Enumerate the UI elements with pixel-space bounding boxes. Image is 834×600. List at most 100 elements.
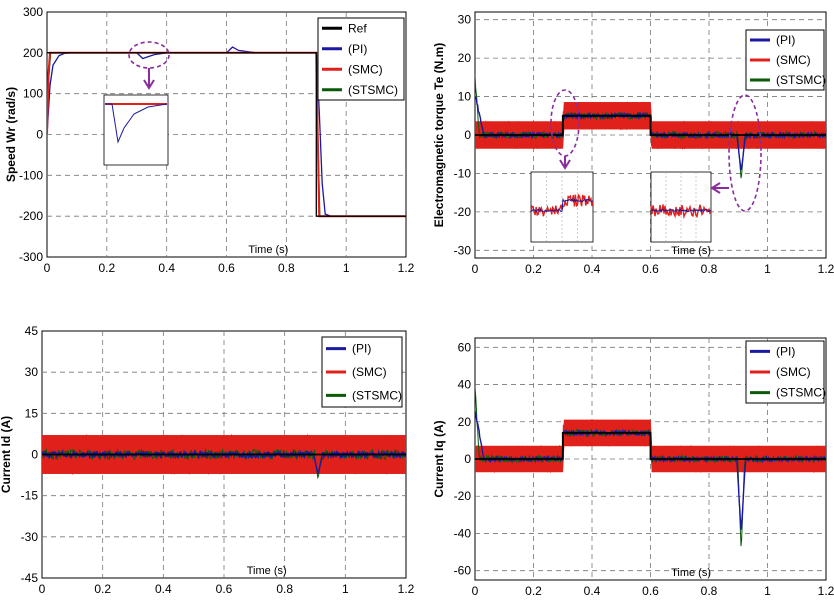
x-tick-label: 0	[472, 584, 479, 598]
legend-label: (SMC)	[776, 53, 811, 67]
y-tick-label: 30	[458, 13, 472, 27]
legend-label: (PI)	[776, 344, 795, 358]
legend-label: (SMC)	[348, 62, 383, 76]
x-axis-label: Time (s)	[247, 565, 287, 577]
y-tick-label: 20	[458, 415, 472, 429]
x-tick-label: 0.8	[276, 582, 293, 596]
y-axis-label: Current Id (A)	[0, 416, 13, 493]
y-tick-label: 15	[25, 406, 39, 420]
x-axis-label: Time (s)	[248, 244, 288, 256]
zoom-marker-ellipse	[128, 41, 170, 69]
y-tick-label: 0	[464, 128, 471, 142]
legend: (PI) (SMC) (STSMC)	[745, 29, 826, 91]
y-tick-label: -200	[19, 209, 43, 223]
zoom-arrow	[559, 156, 571, 170]
legend-label: (PI)	[776, 33, 795, 47]
zoom-arrow	[710, 182, 729, 194]
y-axis-label: Electromagnetic torque Te (N.m)	[432, 43, 446, 227]
x-tick-label: 0.2	[525, 262, 542, 276]
zoom-inset-1	[530, 171, 594, 243]
y-tick-label: 10	[458, 90, 472, 104]
series-group	[42, 433, 406, 480]
y-tick-label: -300	[19, 250, 43, 264]
zoom-inset	[103, 94, 169, 166]
legend-label: (SMC)	[776, 365, 811, 379]
legend-label: (STSMC)	[348, 83, 398, 97]
y-tick-label: 0	[36, 128, 43, 142]
x-tick-label: 1.2	[818, 584, 834, 598]
y-axis-label: Current Iq (A)	[432, 420, 446, 497]
x-tick-label: 0.6	[216, 582, 233, 596]
zoom-arrow	[143, 68, 155, 90]
inset-pi-line	[650, 208, 712, 213]
y-tick-label: -60	[454, 564, 472, 578]
x-tick-label: 0.4	[584, 584, 601, 598]
series-group	[475, 386, 826, 547]
x-tick-label: 0.4	[584, 262, 601, 276]
y-axis-label: Speed Wr (rad/s)	[4, 87, 18, 182]
series-ref-line	[47, 52, 406, 217]
y-tick-label: 200	[23, 46, 43, 60]
x-tick-label: 1	[342, 582, 349, 596]
y-tick-label: -30	[454, 243, 472, 257]
y-tick-label: 30	[25, 365, 39, 379]
y-tick-label: 0	[31, 448, 38, 462]
zoom-inset-2	[650, 171, 712, 243]
inset-frame	[103, 94, 169, 166]
y-tick-label: 20	[458, 51, 472, 65]
legend: Ref (PI) (SMC) (STSMC)	[317, 17, 405, 101]
legend-box	[317, 17, 405, 101]
zoom-marker-ellipse	[728, 94, 762, 212]
chart-panel-4: 0 0.2 0.4 0.6 0.8 1 1.2 60 40 20 0 -20 -40 -60 Current…	[432, 337, 834, 598]
legend-label: (SMC)	[352, 365, 387, 379]
y-tick-label: -100	[19, 168, 43, 182]
y-tick-label: 300	[23, 5, 43, 19]
series-group	[47, 46, 406, 218]
x-tick-label: 1.2	[818, 262, 834, 276]
legend-label: (STSMC)	[352, 388, 402, 402]
legend: (PI) (SMC) (STSMC)	[745, 340, 826, 404]
x-tick-label: 0.4	[158, 261, 175, 275]
x-tick-label: 0.2	[525, 584, 542, 598]
legend-label: (STSMC)	[776, 386, 826, 400]
y-tick-label: -45	[21, 571, 39, 585]
x-tick-label: 0.6	[642, 584, 659, 598]
x-tick-label: 0.8	[701, 584, 718, 598]
x-tick-label: 0	[472, 262, 479, 276]
legend-label: (PI)	[348, 42, 367, 56]
chart-panel-3: 0 0.2 0.4 0.6 0.8 1 1.2 45 30 15 0 -15 -30 -45 Current…	[0, 324, 415, 596]
x-tick-label: 1	[764, 262, 771, 276]
x-tick-label: 0	[44, 261, 51, 275]
x-tick-label: 1	[764, 584, 771, 598]
y-tick-label: -30	[21, 530, 39, 544]
x-tick-label: 0.2	[98, 261, 115, 275]
x-axis-label: Time (s)	[671, 245, 711, 257]
legend-label: (PI)	[352, 342, 371, 356]
y-tick-label: -15	[21, 489, 39, 503]
y-tick-label: -20	[454, 489, 472, 503]
y-tick-label: 45	[25, 324, 39, 338]
series-group	[475, 74, 826, 179]
series-mean-line	[475, 431, 826, 460]
y-tick-label: -20	[454, 205, 472, 219]
inset-pi-line	[530, 197, 594, 213]
x-tick-label: 1.2	[398, 582, 415, 596]
y-tick-label: 40	[458, 378, 472, 392]
x-tick-label: 0.8	[278, 261, 295, 275]
chart-panel-2: 0 0.2 0.4 0.6 0.8 1 1.2 30 20 10 0 -10 -20 -30 Electro…	[432, 11, 834, 276]
legend-label: (STSMC)	[776, 73, 826, 87]
x-tick-label: 0.6	[642, 262, 659, 276]
x-axis-label: Time (s)	[671, 567, 711, 579]
legend-label: Ref	[348, 21, 367, 35]
x-tick-label: 0	[39, 582, 46, 596]
y-tick-label: -10	[454, 166, 472, 180]
series-mean-line	[475, 114, 826, 136]
x-tick-label: 0.8	[701, 262, 718, 276]
x-tick-label: 0.4	[155, 582, 172, 596]
x-tick-label: 1	[343, 261, 350, 275]
x-tick-label: 1.2	[398, 261, 415, 275]
y-tick-label: -40	[454, 526, 472, 540]
x-tick-label: 0.2	[94, 582, 111, 596]
legend: (PI) (SMC) (STSMC)	[321, 336, 403, 408]
